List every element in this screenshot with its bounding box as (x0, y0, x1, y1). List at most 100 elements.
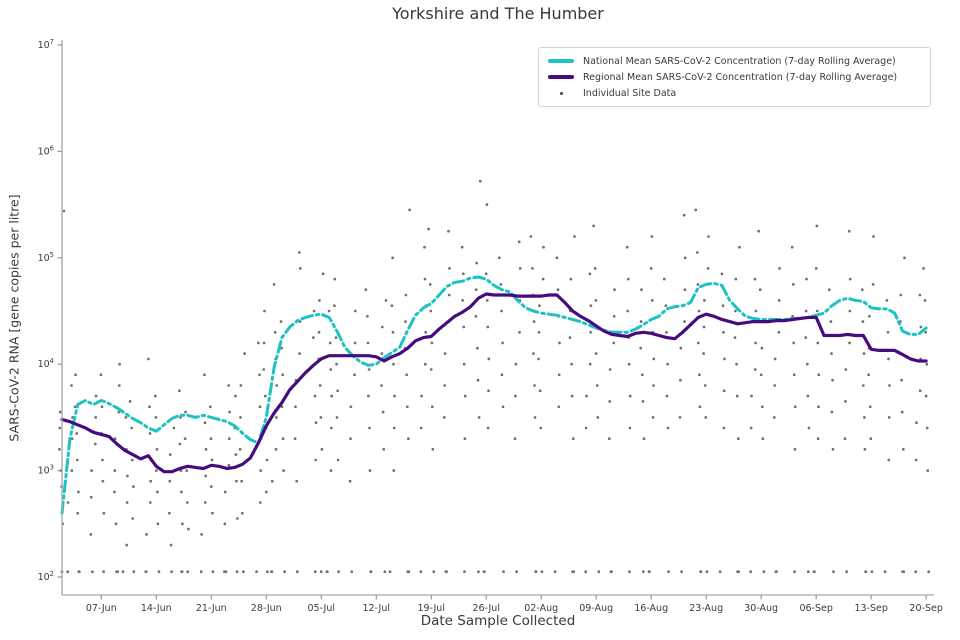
legend-label-national: National Mean SARS-CoV-2 Concentration (… (583, 55, 896, 67)
scatter-point (817, 405, 820, 409)
scatter-point (683, 288, 687, 291)
scatter-point (609, 570, 613, 573)
scatter-point (329, 469, 333, 472)
scatter-point (180, 490, 183, 494)
scatter-point (733, 336, 737, 339)
scatter-point (722, 389, 726, 393)
scatter-point (542, 245, 545, 249)
scatter-point (903, 256, 906, 260)
scatter-point (203, 373, 206, 377)
scatter-point (199, 570, 203, 573)
scatter-point (487, 389, 490, 393)
scatter-point (844, 368, 848, 371)
scatter-point (272, 283, 276, 286)
scatter-point (863, 416, 866, 419)
scatter-point (871, 283, 875, 286)
scatter-point (738, 245, 741, 249)
scatter-point (557, 405, 561, 409)
scatter-point (650, 235, 654, 238)
scatter-point (257, 341, 260, 345)
scatter-point (861, 288, 864, 291)
scatter-point (705, 570, 709, 573)
scatter-point (584, 426, 588, 430)
scatter-point (236, 517, 239, 520)
scatter-point (149, 501, 152, 504)
x-tick-label: 05-Jul (307, 603, 335, 614)
scatter-point (612, 315, 616, 318)
scatter-point (318, 384, 322, 387)
scatter-point (532, 352, 535, 355)
scatter-point (73, 405, 77, 409)
scatter-point (703, 384, 707, 387)
scatter-point (793, 448, 797, 451)
scatter-point (679, 378, 682, 382)
scatter-point (281, 373, 284, 377)
scatter-point (101, 458, 104, 462)
scatter-point (391, 256, 394, 260)
scatter-point (666, 426, 670, 430)
scatter-point (774, 570, 778, 573)
scatter-point (887, 458, 891, 462)
axes-layer: 102 103 104 105 106 107 07-Jun 14-Jun 21-Jun 28-J… (38, 38, 943, 614)
scatter-point (210, 458, 214, 462)
scatter-point (364, 288, 368, 291)
x-tick-label: 16-Aug (634, 603, 668, 614)
scatter-point (651, 416, 655, 419)
scatter-point (625, 245, 629, 249)
scatter-point (534, 570, 538, 573)
scatter-point (805, 277, 808, 281)
scatter-point (531, 267, 534, 270)
scatter-point (66, 501, 70, 504)
y-tick-label: 107 (38, 38, 54, 51)
scatter-point (749, 570, 752, 573)
scatter-point (642, 437, 646, 440)
x-tick-label: 13-Sep (854, 603, 887, 614)
scatter-point (427, 227, 430, 231)
scatter-point (720, 272, 724, 276)
scatter-point (314, 421, 318, 424)
scatter-point (132, 485, 135, 488)
scatter-point (502, 570, 505, 573)
scatter-point (613, 288, 616, 291)
scatter-point (89, 495, 93, 499)
scatter-point (227, 464, 231, 467)
scatter-point (538, 304, 541, 307)
scatter-point (114, 522, 118, 526)
scatter-point (628, 394, 632, 398)
scatter-point (734, 309, 737, 313)
scatter-points-layer (58, 179, 930, 573)
scatter-point (593, 267, 597, 270)
scatter-point (914, 458, 918, 462)
scatter-point (589, 331, 592, 334)
scatter-point (487, 357, 491, 361)
scatter-point (479, 179, 482, 183)
scatter-point (62, 209, 66, 213)
scatter-point (280, 346, 283, 350)
scatter-point (900, 378, 903, 382)
scatter-point (131, 517, 134, 520)
legend-label-site-data: Individual Site Data (583, 87, 677, 99)
scatter-point (432, 570, 436, 573)
scatter-point (94, 394, 98, 398)
scatter-point (145, 533, 148, 536)
scatter-point (381, 410, 385, 414)
scatter-point (461, 299, 464, 302)
scatter-point (235, 570, 239, 573)
scatter-point (58, 448, 61, 451)
scatter-point (169, 543, 173, 547)
scatter-point (337, 570, 340, 573)
scatter-point (697, 309, 701, 313)
scatter-point (312, 336, 315, 339)
scatter-point (477, 416, 481, 419)
scatter-point (483, 570, 486, 573)
scatter-point (243, 352, 246, 355)
scatter-point (184, 410, 187, 414)
scatter-point (845, 570, 848, 573)
scatter-point (58, 410, 62, 414)
scatter-point (404, 293, 408, 297)
scatter-point (887, 357, 890, 361)
y-tick-label: 104 (38, 357, 54, 370)
scatter-point (722, 331, 725, 334)
scatter-point (330, 426, 333, 430)
